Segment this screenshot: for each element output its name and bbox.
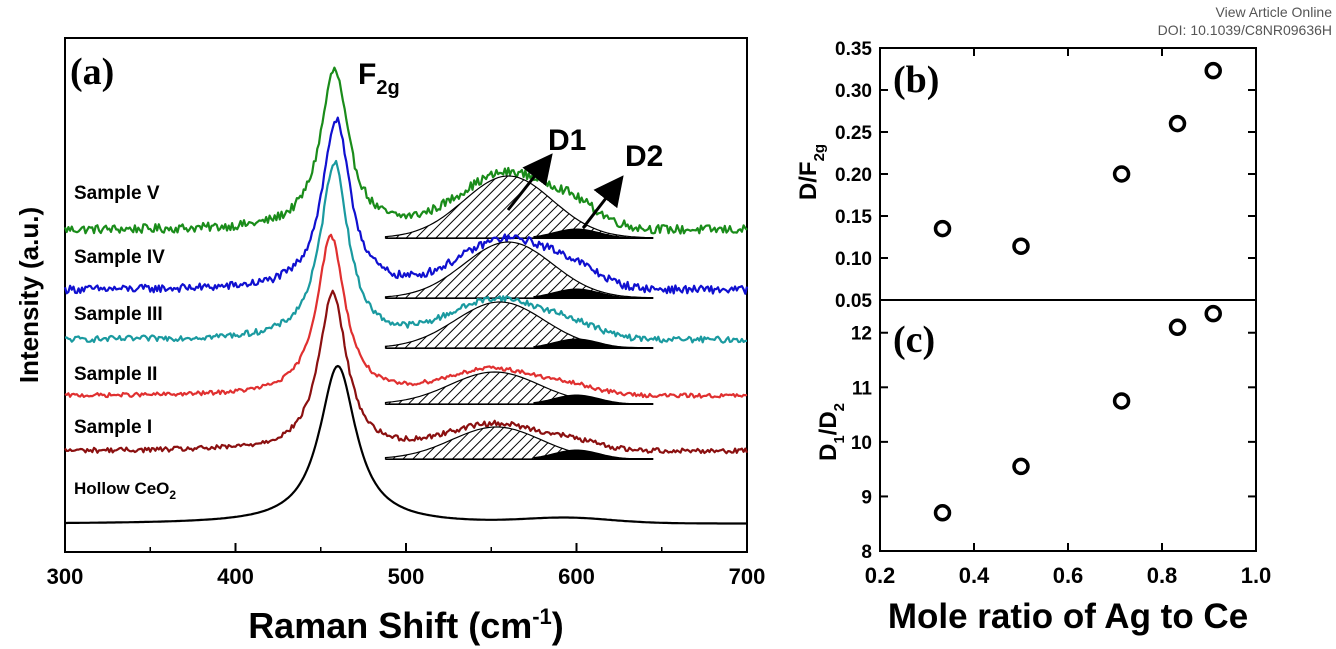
series-label-subscript: 2 — [169, 488, 176, 502]
spectrum-line-1 — [63, 116, 749, 295]
c-data-point — [1012, 457, 1030, 476]
panel-c-label: (c) — [893, 319, 935, 361]
c-y-axis-label: D1/D2 — [815, 403, 848, 461]
spectrum-line-4 — [64, 289, 749, 455]
c-x-tick-label: 0.8 — [1147, 563, 1178, 588]
x-axis-label-main: Raman Shift (cm — [248, 605, 532, 646]
series-label: Sample V — [74, 183, 160, 204]
c-x-tick-label: 1.0 — [1241, 563, 1272, 588]
x-tick-label: 300 — [47, 564, 84, 589]
c-data-point — [1204, 304, 1222, 323]
view-article-link[interactable]: View Article Online — [1215, 4, 1332, 20]
d2-fit-area — [533, 394, 654, 405]
b-y-tick-label: 0.30 — [835, 81, 872, 102]
b-y-axis-label: D/F2g — [795, 144, 828, 200]
d2-fit-area — [533, 338, 654, 349]
c-data-point — [1168, 318, 1187, 337]
scatter-x-axis-label: Mole ratio of Ag to Ce — [888, 597, 1248, 636]
d2-fit-area — [533, 228, 654, 239]
d1-fit-area — [384, 301, 654, 349]
spectrum-line-5 — [65, 364, 747, 525]
panel-a-label: (a) — [70, 51, 114, 93]
b-data-point — [1112, 165, 1131, 183]
c-y-tick-label: 9 — [861, 487, 872, 508]
panel-b: (b) 0.05 0.10 0.15 0.20 0.25 0.30 0.35 D/F2g — [795, 39, 1257, 312]
spectrum-line-0 — [63, 66, 748, 235]
series-label-text: Sample III — [74, 304, 163, 325]
c-y-tick-label: 8 — [861, 542, 872, 563]
d1-fit-area — [384, 371, 654, 405]
f2g-peak-label: F2g — [358, 58, 400, 99]
panel-a: 300 400 500 600 700 (a) Intensity (a.u.) Raman … — [14, 37, 766, 646]
d1-arrow — [506, 153, 553, 211]
d2-arrow — [581, 175, 624, 229]
x-axis-label: Raman Shift (cm-1) — [248, 604, 564, 646]
d2-fit-area — [533, 288, 654, 299]
series-label-text: Sample I — [74, 417, 152, 438]
panel-b-label: (b) — [893, 59, 939, 101]
y-axis-label: Intensity (a.u.) — [14, 207, 44, 383]
b-y-tick-label: 0.35 — [835, 39, 872, 60]
series-label: Sample I — [74, 417, 152, 438]
d1-fit-area — [384, 426, 654, 460]
series-label-text: Sample IV — [74, 247, 165, 268]
c-y-tick-label: 11 — [852, 378, 873, 399]
c-y-label-subscript-1: 1 — [831, 435, 848, 443]
series-label-text: Sample V — [74, 183, 160, 204]
doi-text: DOI: 10.1039/C8NR09636H — [1157, 22, 1332, 38]
c-y-label-subscript-2: 2 — [831, 403, 848, 411]
b-y-label-main: D/F — [795, 161, 822, 200]
x-tick-label: 400 — [217, 564, 254, 589]
d1-fit-area — [384, 241, 654, 299]
c-data-point — [1112, 392, 1131, 410]
b-data-point — [1204, 61, 1222, 80]
x-tick-label: 700 — [729, 564, 766, 589]
spectrum-line-3 — [64, 233, 748, 399]
f2g-label-main: F — [358, 58, 376, 91]
spectrum-line-2 — [64, 159, 747, 344]
c-y-tick-label: 12 — [851, 324, 872, 345]
b-y-tick-label: 0.10 — [835, 249, 872, 270]
c-y-tick-label: 10 — [851, 433, 872, 454]
series-label-text: Hollow CeO — [74, 479, 169, 498]
c-y-label-mid: /D — [815, 411, 842, 435]
d2-label: D2 — [625, 140, 663, 173]
d1-label: D1 — [548, 124, 586, 157]
b-data-point — [933, 219, 952, 238]
series-label: Hollow CeO2 — [74, 479, 176, 502]
b-data-point — [1168, 114, 1187, 133]
b-data-point — [1012, 237, 1030, 255]
b-y-tick-label: 0.20 — [835, 165, 872, 186]
b-y-label-subscript: 2g — [811, 144, 828, 162]
x-tick-label: 500 — [388, 564, 425, 589]
c-x-tick-label: 0.4 — [959, 563, 990, 588]
c-data-point — [933, 504, 952, 522]
series-label: Sample IV — [74, 247, 165, 268]
x-axis-label-superscript: -1 — [532, 604, 552, 629]
d2-fit-area — [533, 449, 654, 460]
d1-fit-area — [384, 175, 654, 239]
c-x-tick-label: 0.2 — [865, 563, 896, 588]
x-tick-label: 600 — [558, 564, 595, 589]
f2g-label-subscript: 2g — [376, 77, 399, 99]
x-axis-label-close: ) — [552, 605, 564, 646]
series-label: Sample III — [74, 304, 163, 325]
series-label: Sample II — [74, 364, 157, 385]
b-y-tick-label: 0.25 — [835, 123, 872, 144]
b-y-tick-label: 0.15 — [835, 207, 872, 228]
c-x-tick-label: 0.6 — [1053, 563, 1084, 588]
series-label-text: Sample II — [74, 364, 157, 385]
b-y-tick-label: 0.05 — [835, 291, 872, 312]
c-y-label-main: D — [815, 444, 842, 461]
